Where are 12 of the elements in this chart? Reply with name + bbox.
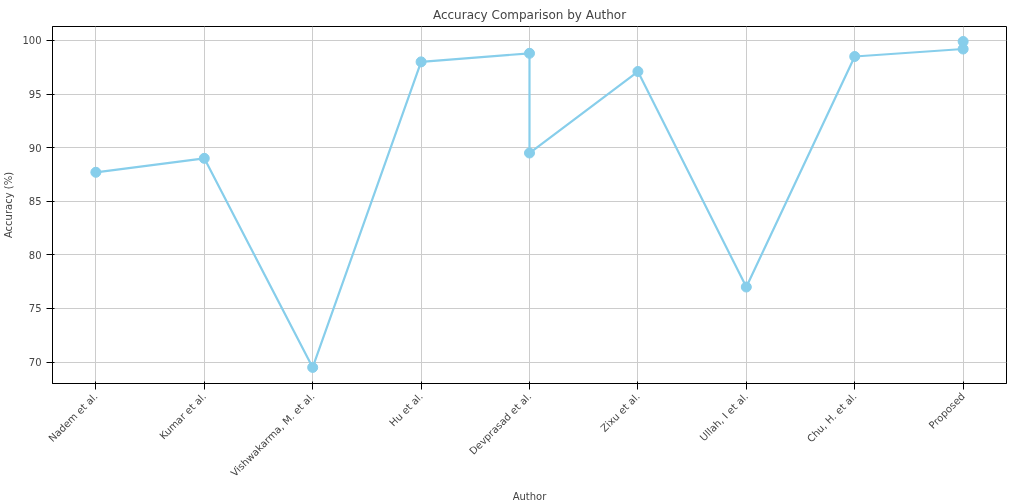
y-tick-label: 95 xyxy=(28,89,42,101)
chart-title: Accuracy Comparison by Author xyxy=(432,7,627,22)
x-tick-label: Hu et al. xyxy=(387,390,425,429)
y-axis-title: Accuracy (%) xyxy=(3,171,15,239)
x-tick-label: Chu, H. et al. xyxy=(804,390,859,445)
y-tick-label: 90 xyxy=(28,142,42,154)
y-tick-label: 75 xyxy=(28,303,42,315)
y-tick-label: 70 xyxy=(28,357,42,369)
y-tick-label: 85 xyxy=(28,196,42,208)
y-tick-label: 80 xyxy=(28,249,42,261)
y-tick-label: 100 xyxy=(22,35,42,47)
x-axis-title: Author xyxy=(512,490,548,502)
